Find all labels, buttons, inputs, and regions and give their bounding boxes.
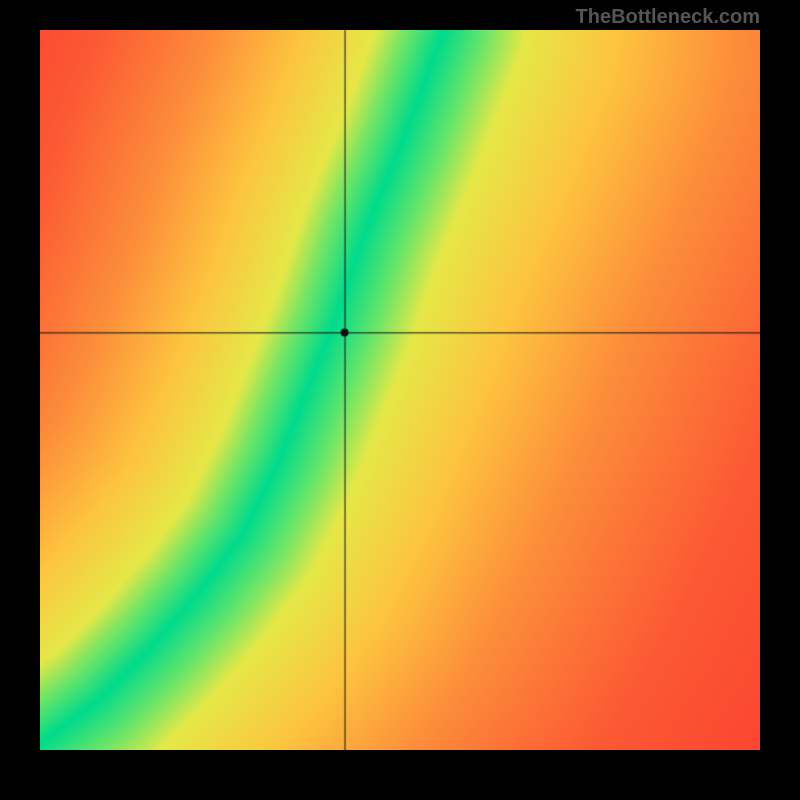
heatmap-canvas: [40, 30, 760, 750]
heatmap-plot: [40, 30, 760, 750]
watermark-text: TheBottleneck.com: [576, 6, 760, 29]
